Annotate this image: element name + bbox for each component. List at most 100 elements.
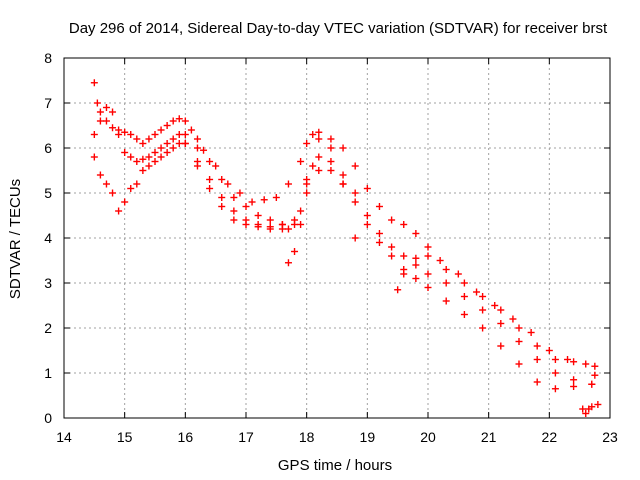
data-point <box>351 234 359 242</box>
data-point <box>157 126 165 134</box>
data-point <box>570 358 578 366</box>
y-axis-label: SDTVAR / TECUs <box>7 179 24 299</box>
data-point <box>479 293 487 300</box>
data-point <box>424 270 432 278</box>
data-point <box>206 176 214 183</box>
data-point <box>139 167 147 174</box>
data-point <box>230 216 238 224</box>
x-tick-label: 17 <box>238 429 254 445</box>
data-point <box>515 324 523 332</box>
data-point <box>339 180 347 188</box>
x-tick-label: 19 <box>360 429 376 445</box>
data-point <box>339 144 347 152</box>
data-point <box>388 243 396 251</box>
data-point <box>515 360 523 368</box>
data-point <box>375 230 383 237</box>
chart-title: Day 296 of 2014, Sidereal Day-to-day VTE… <box>69 20 608 37</box>
data-point <box>388 252 396 260</box>
data-point <box>175 140 183 147</box>
data-points <box>90 79 602 417</box>
data-point <box>339 171 347 179</box>
data-point <box>127 153 135 161</box>
x-tick-label: 20 <box>420 429 436 445</box>
data-point <box>460 279 468 287</box>
data-point <box>454 270 462 278</box>
y-tick-label: 8 <box>44 50 52 66</box>
series-track-d <box>181 135 359 267</box>
data-point <box>551 356 559 363</box>
data-point <box>93 99 101 107</box>
data-point <box>551 369 559 377</box>
data-point <box>351 189 359 197</box>
data-point <box>412 275 420 282</box>
data-point <box>175 115 183 123</box>
data-point <box>145 135 153 143</box>
data-point <box>90 131 98 138</box>
data-point <box>533 378 541 386</box>
data-point <box>297 207 305 215</box>
x-tick-label: 15 <box>117 429 133 445</box>
series-track-a <box>90 79 599 379</box>
data-point <box>527 329 535 336</box>
data-point <box>133 135 141 143</box>
data-point <box>570 383 578 390</box>
data-point <box>375 203 383 210</box>
data-point <box>109 189 117 197</box>
data-point <box>315 167 323 174</box>
data-point <box>515 338 523 345</box>
data-point <box>193 162 201 170</box>
data-point <box>363 221 371 228</box>
data-point <box>272 194 280 201</box>
x-tick-label: 14 <box>56 429 72 445</box>
x-tick-label: 16 <box>178 429 194 445</box>
data-point <box>579 405 587 413</box>
data-point <box>278 221 286 228</box>
data-point <box>533 342 541 350</box>
data-point <box>224 180 232 188</box>
data-point <box>460 293 468 300</box>
data-point <box>109 124 117 132</box>
data-point <box>412 230 420 237</box>
data-point <box>212 162 220 170</box>
data-point <box>254 223 262 231</box>
data-point <box>163 122 171 129</box>
y-tick-label: 4 <box>44 230 52 246</box>
data-point <box>588 403 596 411</box>
data-point <box>133 158 141 165</box>
data-point <box>327 158 335 165</box>
data-point <box>591 371 599 379</box>
x-tick-label: 21 <box>481 429 497 445</box>
data-point <box>297 221 305 228</box>
data-point <box>591 362 599 370</box>
data-point <box>181 131 189 138</box>
data-point <box>96 117 104 125</box>
data-point <box>570 376 578 384</box>
data-point <box>545 347 553 354</box>
data-point <box>564 356 572 363</box>
y-tick-label: 7 <box>44 95 52 111</box>
data-point <box>327 144 335 152</box>
y-tick-label: 2 <box>44 320 52 336</box>
data-point <box>266 225 274 233</box>
data-point <box>133 180 141 188</box>
data-point <box>473 288 481 296</box>
data-point <box>181 140 189 147</box>
data-point <box>291 216 299 224</box>
data-point <box>315 153 323 161</box>
data-point <box>139 155 147 163</box>
data-point <box>315 135 323 143</box>
data-point <box>157 153 165 161</box>
data-point <box>491 302 499 309</box>
grid <box>64 58 610 418</box>
x-tick-label: 18 <box>299 429 315 445</box>
data-point <box>424 243 432 251</box>
data-point <box>400 270 408 278</box>
data-point <box>303 189 311 197</box>
data-point <box>442 297 450 305</box>
data-point <box>169 135 177 143</box>
data-point <box>479 324 487 332</box>
data-point <box>284 259 292 267</box>
data-point <box>497 342 505 350</box>
